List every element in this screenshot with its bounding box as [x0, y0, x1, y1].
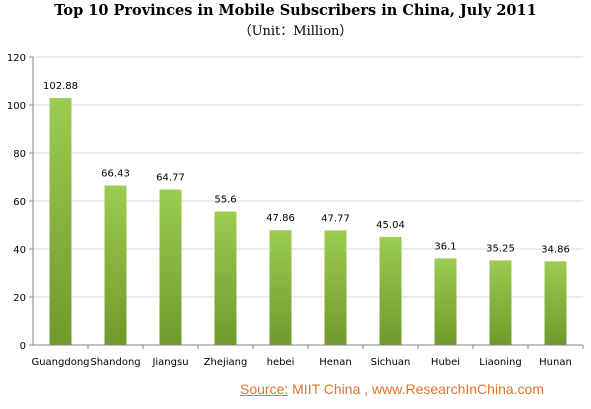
data-label: 64.77	[156, 173, 185, 184]
data-label: 45.04	[376, 220, 405, 231]
y-tick-label: 60	[13, 197, 26, 208]
source-note: Source: MIIT China , www.ResearchInChina…	[240, 381, 544, 397]
data-label: 66.43	[101, 169, 130, 180]
data-label: 36.1	[434, 241, 456, 252]
bar-liaoning	[489, 260, 512, 345]
bar-henan	[324, 230, 347, 345]
data-label: 47.86	[266, 213, 295, 224]
x-tick-label: Hubei	[431, 357, 460, 368]
bar-jiangsu	[159, 189, 182, 345]
data-label: 34.86	[541, 244, 570, 255]
y-tick-label: 120	[7, 53, 26, 64]
bar-sichuan	[379, 236, 402, 345]
x-tick-label: Hunan	[539, 357, 572, 368]
y-tick-label: 40	[13, 245, 26, 256]
x-tick-label: Henan	[319, 357, 351, 368]
bars	[49, 98, 567, 345]
chart-title: Top 10 Provinces in Mobile Subscribers i…	[54, 2, 537, 19]
bar-hubei	[434, 258, 457, 345]
x-tick-label: Sichuan	[371, 357, 411, 368]
axes: 0 20 40 60 80 100 120 Guangdong Shandong Jiangsu Z…	[7, 53, 584, 368]
bar-hunan	[544, 261, 567, 345]
source-text: MIIT China , www.ResearchInChina.com	[288, 381, 544, 397]
x-tick-label: Liaoning	[479, 357, 521, 368]
x-tick-label: hebei	[267, 357, 295, 368]
bar-hebei	[269, 230, 292, 345]
x-tick-label: Guangdong	[31, 357, 89, 368]
data-label: 55.6	[214, 195, 236, 206]
source-label: Source:	[240, 381, 289, 397]
bar-zhejiang	[214, 211, 237, 345]
y-tick-label: 80	[13, 149, 26, 160]
data-label: 47.77	[321, 213, 350, 224]
bar-shandong	[104, 185, 127, 345]
y-tick-label: 20	[13, 293, 26, 304]
data-label: 102.88	[43, 81, 78, 92]
y-tick-label: 100	[7, 101, 26, 112]
data-labels: 102.88 66.43 64.77 55.6 47.86 47.77 45.04 36.1 3…	[43, 81, 570, 255]
x-tick-label: Jiangsu	[151, 357, 188, 368]
bar-guangdong	[49, 98, 72, 345]
chart-subtitle: （Unit：Million）	[238, 24, 353, 39]
y-tick-label: 0	[20, 341, 26, 352]
x-tick-label: Shandong	[90, 357, 140, 368]
x-tick-label: Zhejiang	[204, 357, 248, 368]
data-label: 35.25	[486, 243, 515, 254]
